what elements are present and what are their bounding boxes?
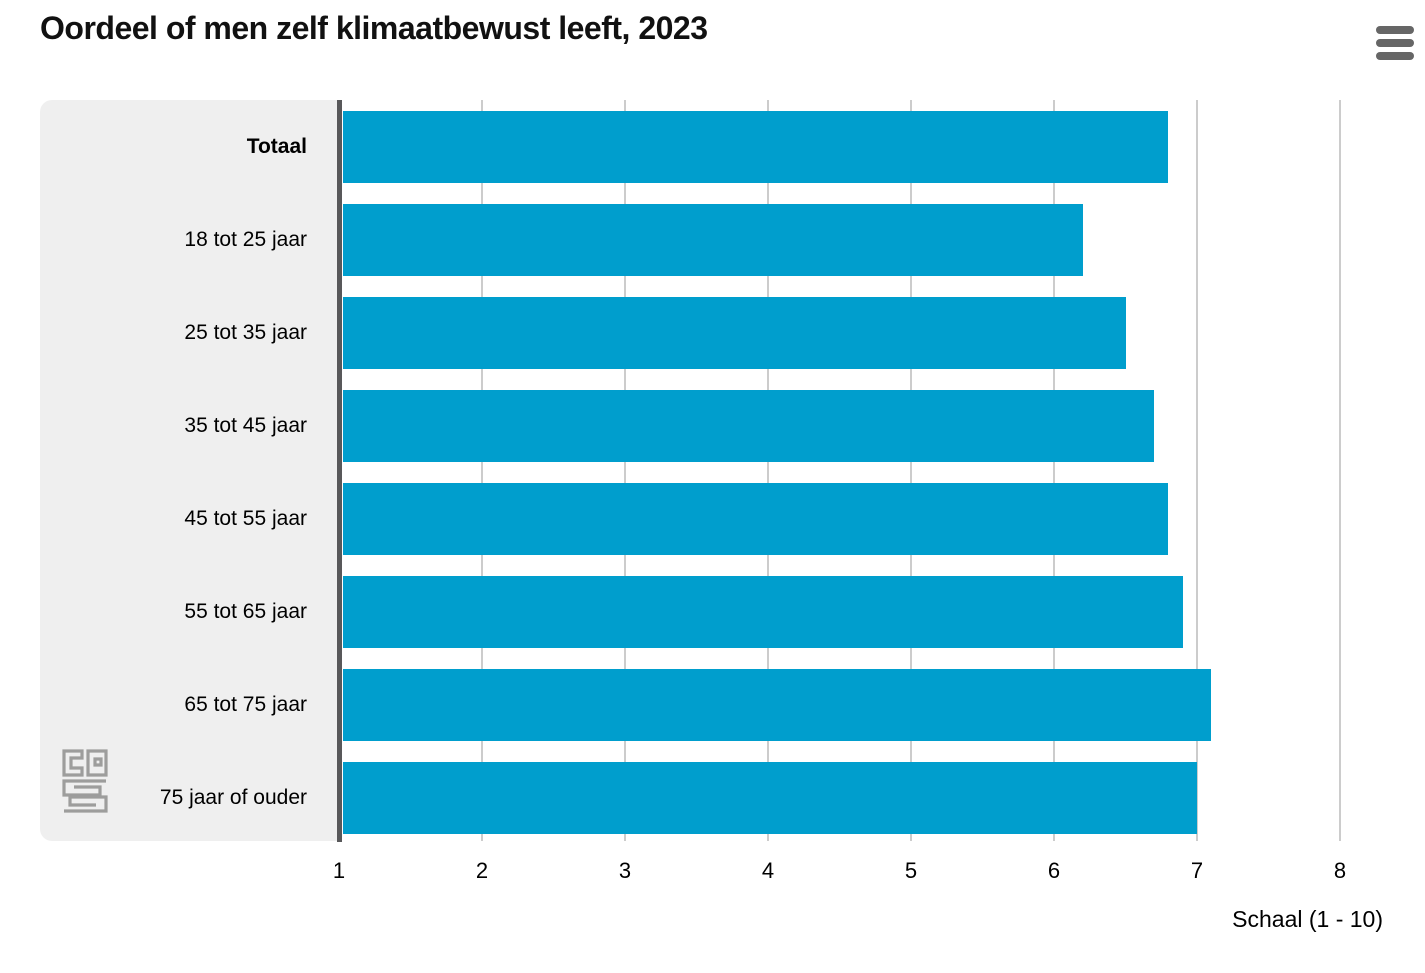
bar-65-tot-75-jaar[interactable] xyxy=(343,669,1211,741)
bar-45-tot-55-jaar[interactable] xyxy=(343,483,1168,555)
gridline xyxy=(624,100,626,841)
bar-totaal[interactable] xyxy=(343,111,1168,183)
x-axis-title: Schaal (1 - 10) xyxy=(1232,906,1383,932)
x-tick-label: 5 xyxy=(904,858,918,883)
category-label: 55 tot 65 jaar xyxy=(184,600,307,623)
bar-75-jaar-of-ouder[interactable] xyxy=(343,762,1197,834)
x-tick-label: 7 xyxy=(1190,858,1204,883)
chart-title: Oordeel of men zelf klimaatbewust leeft,… xyxy=(40,10,708,46)
category-label: 18 tot 25 jaar xyxy=(184,228,307,251)
y-axis-line xyxy=(337,100,342,842)
category-label: 75 jaar of ouder xyxy=(159,786,307,809)
x-tick-label: 4 xyxy=(761,858,775,883)
bar-18-tot-25-jaar[interactable] xyxy=(343,204,1083,276)
gridline xyxy=(767,100,769,841)
x-tick-label: 8 xyxy=(1333,858,1347,883)
gridline xyxy=(1339,100,1341,841)
category-label: 65 tot 75 jaar xyxy=(184,693,307,716)
gridline xyxy=(1196,100,1198,841)
hamburger-icon-bar xyxy=(1376,52,1414,60)
bar-35-tot-45-jaar[interactable] xyxy=(343,390,1154,462)
x-tick-label: 1 xyxy=(332,858,346,883)
cbs-logo xyxy=(62,749,108,813)
bar-25-tot-35-jaar[interactable] xyxy=(343,297,1126,369)
category-panel xyxy=(40,100,337,841)
category-label: 25 tot 35 jaar xyxy=(184,321,307,344)
category-label: 35 tot 45 jaar xyxy=(184,414,307,437)
category-label: Totaal xyxy=(246,135,307,158)
gridline xyxy=(910,100,912,841)
hamburger-icon-bar xyxy=(1376,26,1414,34)
gridline xyxy=(481,100,483,841)
x-tick-label: 3 xyxy=(618,858,632,883)
bar-55-tot-65-jaar[interactable] xyxy=(343,576,1183,648)
chart-menu-button[interactable] xyxy=(1376,26,1414,60)
category-label: 45 tot 55 jaar xyxy=(184,507,307,530)
x-tick-label: 6 xyxy=(1047,858,1061,883)
gridline xyxy=(1053,100,1055,841)
hamburger-icon-bar xyxy=(1376,39,1414,47)
x-tick-label: 2 xyxy=(475,858,489,883)
